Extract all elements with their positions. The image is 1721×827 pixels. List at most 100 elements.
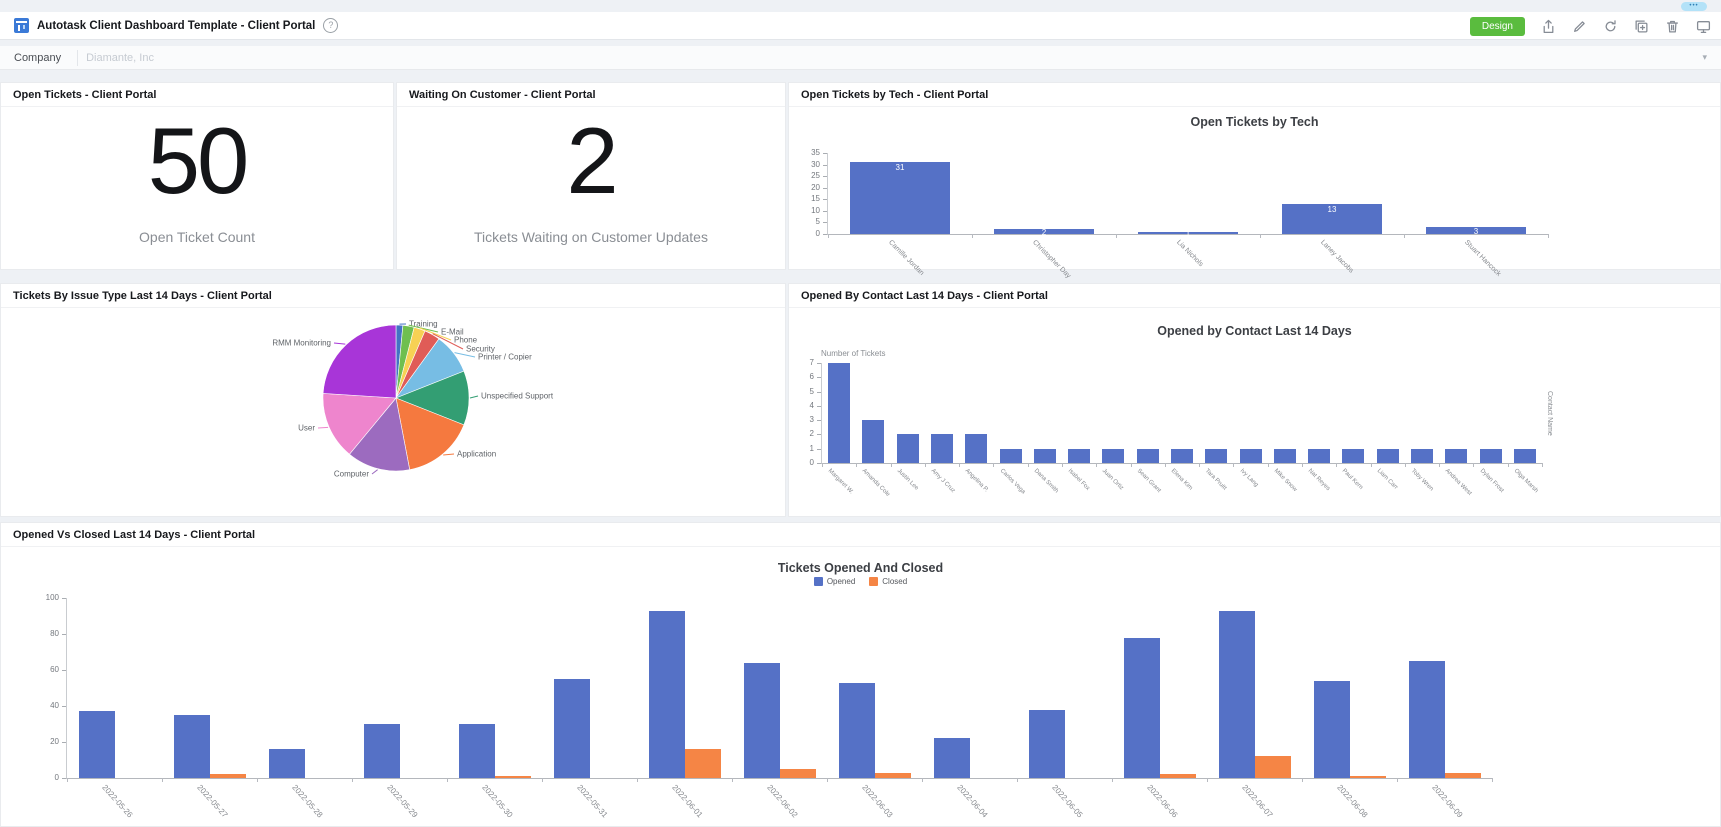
bar-Closed[interactable] <box>779 769 816 778</box>
chart-title: Opened by Contact Last 14 Days <box>1157 324 1352 338</box>
x-axis-label-text: Justin Lee <box>895 468 920 492</box>
x-axis-tick <box>1062 463 1063 467</box>
bar-Opened[interactable] <box>838 682 875 778</box>
bar-Opened[interactable] <box>1218 610 1255 778</box>
bar-Closed[interactable] <box>1444 772 1481 778</box>
bar-by_contact[interactable] <box>1239 448 1262 463</box>
app-header: Autotask Client Dashboard Template - Cli… <box>0 12 1721 40</box>
pie-slice-rmm-monitoring[interactable] <box>322 324 397 399</box>
bar-Closed[interactable] <box>1159 774 1196 778</box>
x-axis-tick <box>1233 463 1235 467</box>
panel-waiting-on-customer: Waiting On Customer - Client Portal 2 Ti… <box>396 82 786 270</box>
bar-by_contact[interactable] <box>1205 448 1228 463</box>
bar-by_contact[interactable] <box>1273 448 1296 463</box>
y-axis-tick-label: 3 <box>809 415 814 425</box>
bar-Opened[interactable] <box>553 679 590 778</box>
bar-by_contact[interactable] <box>1033 448 1056 463</box>
panel-title: Waiting On Customer - Client Portal <box>397 83 785 107</box>
bar-by_contact[interactable] <box>862 420 885 463</box>
bar-Opened[interactable] <box>1408 661 1445 778</box>
bar-Opened[interactable] <box>1028 709 1065 778</box>
x-axis-label-text: 2022-05-28 <box>289 783 324 820</box>
x-axis-label-text: 2022-06-06 <box>1144 783 1179 820</box>
tickets-by-issue-type-pie-chart[interactable]: Training E-Mail Phone Security Printer / Cop… <box>1 306 785 516</box>
panel-title: Open Tickets by Tech - Client Portal <box>789 83 1720 107</box>
x-axis-label-text: Margaret W. <box>826 468 855 496</box>
bar-by_contact[interactable] <box>1068 448 1091 463</box>
x-axis-label-text: Sean Grant <box>1135 468 1162 494</box>
bar-Closed[interactable] <box>494 776 531 778</box>
export-icon[interactable] <box>1541 19 1556 34</box>
pie-slice-label: Application <box>457 450 496 459</box>
bar-by_contact[interactable] <box>1136 448 1159 463</box>
bar-Opened[interactable] <box>1313 680 1350 778</box>
bar-Opened[interactable] <box>268 749 305 778</box>
bar-by_contact[interactable] <box>1479 448 1502 463</box>
opened-vs-closed-chart[interactable]: Tickets Opened And Closed Opened Closed 0 20… <box>1 545 1720 826</box>
x-axis-title: Contact Name <box>1546 391 1553 436</box>
y-axis-tick-label: 6 <box>809 372 814 382</box>
bar-Closed[interactable] <box>1254 756 1291 778</box>
open-ticket-count-value: 50 <box>147 108 250 213</box>
bar-Closed[interactable] <box>874 772 911 778</box>
pie-slice-computer[interactable] <box>349 397 411 472</box>
panel-open-tickets: Open Tickets - Client Portal 50 Open Tic… <box>0 82 394 270</box>
bar-Closed[interactable] <box>1349 776 1386 778</box>
bar-Closed[interactable] <box>209 774 246 778</box>
bar-by_tech[interactable] <box>1282 203 1382 234</box>
pie-label-leader <box>333 342 346 345</box>
trash-icon[interactable] <box>1665 19 1680 34</box>
opened-by-contact-chart[interactable]: Opened by Contact Last 14 Days 0 1 2 3 4 5 6 7 Ma… <box>789 306 1720 516</box>
legend-item: Closed <box>869 577 907 586</box>
bar-Opened[interactable] <box>363 724 400 778</box>
x-axis-label-text: Paul Kern <box>1341 468 1365 491</box>
bar-by_contact[interactable] <box>931 434 953 463</box>
company-filter-input[interactable] <box>77 49 1703 66</box>
bar-Opened[interactable] <box>933 738 970 778</box>
bar-by_contact[interactable] <box>965 434 988 463</box>
bar-Opened[interactable] <box>743 662 780 778</box>
bar-Opened[interactable] <box>173 715 210 778</box>
pie-slice-user[interactable] <box>322 393 397 455</box>
bar-Closed[interactable] <box>684 749 721 778</box>
bar-Opened[interactable] <box>78 711 115 778</box>
bar-by_contact[interactable] <box>1342 448 1365 463</box>
bar-by_contact[interactable] <box>828 363 851 463</box>
bar-Opened[interactable] <box>648 610 685 778</box>
bar-by_contact[interactable] <box>1102 448 1125 463</box>
bar-by_tech[interactable] <box>1426 227 1526 234</box>
bar-by_contact[interactable] <box>1171 448 1193 463</box>
app-logo-icon <box>14 18 29 33</box>
bar-by_contact[interactable] <box>1308 448 1331 463</box>
design-button[interactable]: Design <box>1469 16 1525 36</box>
duplicate-icon[interactable] <box>1634 19 1649 34</box>
bar-by_contact[interactable] <box>896 434 919 463</box>
bar-by_contact[interactable] <box>1445 448 1468 463</box>
pie-slice-label: RMM Monitoring <box>272 339 331 348</box>
open-tickets-by-tech-chart[interactable]: Open Tickets by Tech 0 5 10 15 20 25 30 35 31 Cami… <box>789 105 1720 280</box>
x-axis-tick <box>1439 463 1441 467</box>
bar-Opened[interactable] <box>458 724 495 778</box>
bar-Opened[interactable] <box>1123 637 1160 778</box>
x-axis-label-text: Tara Pruitt <box>1204 468 1228 492</box>
x-axis-label-text: Liam Carr <box>1375 468 1399 491</box>
x-axis-tick <box>542 778 543 782</box>
bar-by_contact[interactable] <box>1376 448 1399 463</box>
bar-by_tech[interactable] <box>994 229 1094 234</box>
bar-by_tech[interactable] <box>850 162 950 234</box>
x-axis-label-text: 2022-06-03 <box>859 783 894 820</box>
help-icon[interactable]: ? <box>323 18 339 33</box>
bar-by_tech[interactable] <box>1138 231 1238 234</box>
bar-by_contact[interactable] <box>999 448 1022 463</box>
chevron-down-icon[interactable]: ▾ <box>1702 52 1707 62</box>
chart-title: Open Tickets by Tech <box>1190 115 1319 129</box>
pie-slice-application[interactable] <box>395 397 465 471</box>
refresh-icon[interactable] <box>1603 19 1618 34</box>
bar-by_contact[interactable] <box>1513 448 1536 463</box>
overflow-badge[interactable]: ••• <box>1681 2 1707 11</box>
y-axis-tick <box>62 742 66 743</box>
edit-pencil-icon[interactable] <box>1572 19 1587 34</box>
monitor-icon[interactable] <box>1696 19 1711 34</box>
bar-by_contact[interactable] <box>1411 448 1433 463</box>
